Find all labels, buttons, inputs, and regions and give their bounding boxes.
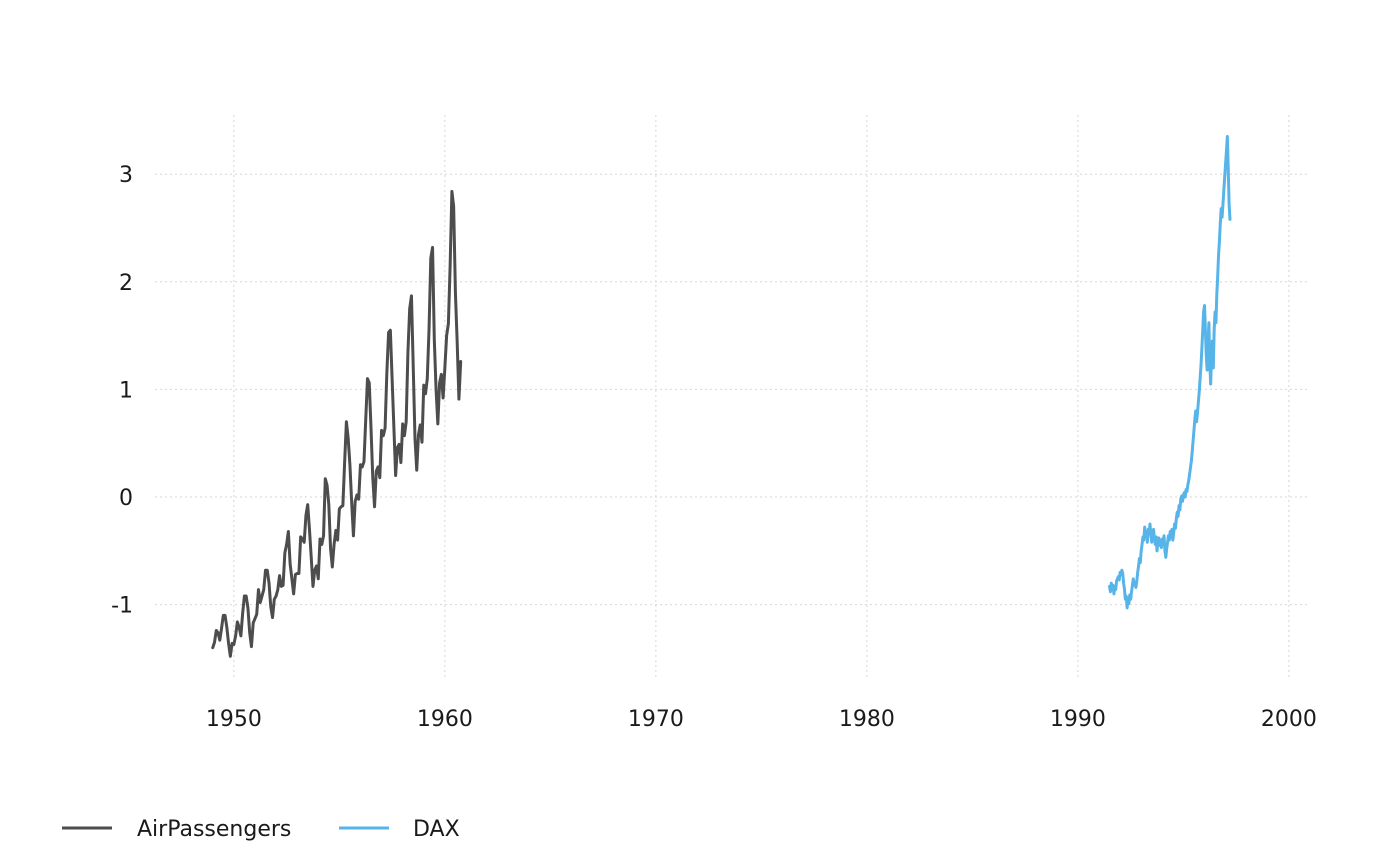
- series-line-airpassengers: [211, 189, 463, 658]
- series-line-dax: [1108, 135, 1232, 610]
- y-tick-label: 1: [119, 378, 133, 403]
- x-tick-label: 2000: [1261, 707, 1317, 732]
- legend-label-dax: DAX: [413, 817, 460, 842]
- x-tick-label: 1970: [628, 707, 684, 732]
- y-tick-label: 0: [119, 486, 133, 511]
- y-tick-label: 2: [119, 271, 133, 296]
- x-gridlines: [233, 115, 1290, 680]
- x-tick-label: 1950: [206, 707, 262, 732]
- legend: AirPassengers DAX: [62, 817, 460, 842]
- y-axis: -1 0 1 2 3: [111, 163, 133, 618]
- series-layer: [211, 135, 1232, 658]
- x-tick-label: 1980: [839, 707, 895, 732]
- x-tick-label: 1990: [1050, 707, 1106, 732]
- y-gridlines: [155, 173, 1310, 606]
- x-axis: 1950 1960 1970 1980 1990 2000: [206, 707, 1317, 732]
- y-tick-label: 3: [119, 163, 133, 188]
- y-tick-label: -1: [111, 594, 133, 619]
- legend-label-airpassengers: AirPassengers: [137, 817, 291, 842]
- x-tick-label: 1960: [417, 707, 473, 732]
